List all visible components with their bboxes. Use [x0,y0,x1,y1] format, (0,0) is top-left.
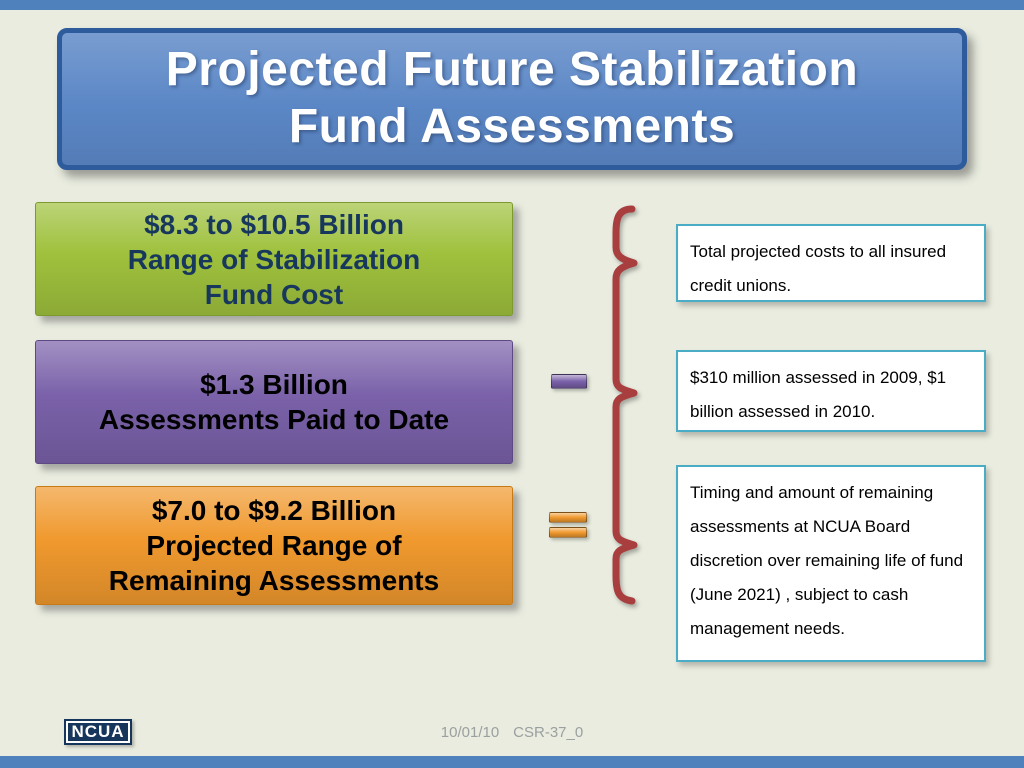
title-box: Projected Future Stabilization Fund Asse… [57,28,967,170]
page-title: Projected Future Stabilization Fund Asse… [165,43,859,153]
top-accent-band [0,0,1024,10]
footer-code: CSR-37_0 [513,724,584,741]
brace-path [612,205,638,605]
ncua-logo: NCUA [64,719,132,745]
equals-bar-bottom-icon [549,527,587,538]
remaining-assessments-box: $7.0 to $9.2 Billion Projected Range of … [35,486,513,605]
callout-assessed-to-date: $310 million assessed in 2009, $1 billio… [676,350,986,432]
callout-total-costs: Total projected costs to all insured cre… [676,224,986,302]
bottom-accent-band [0,756,1024,768]
fund-cost-range-box: $8.3 to $10.5 Billion Range of Stabiliza… [35,202,513,316]
brace-icon [612,205,638,605]
minus-bar-icon [551,374,587,389]
footer-date: 10/01/10 [440,724,500,741]
assessments-paid-box: $1.3 Billion Assessments Paid to Date [35,340,513,464]
equals-bar-top-icon [549,512,587,523]
callout-remaining-timing: Timing and amount of remaining assessmen… [676,465,986,662]
slide-footer: 10/01/10 CSR-37_0 [0,724,1024,741]
